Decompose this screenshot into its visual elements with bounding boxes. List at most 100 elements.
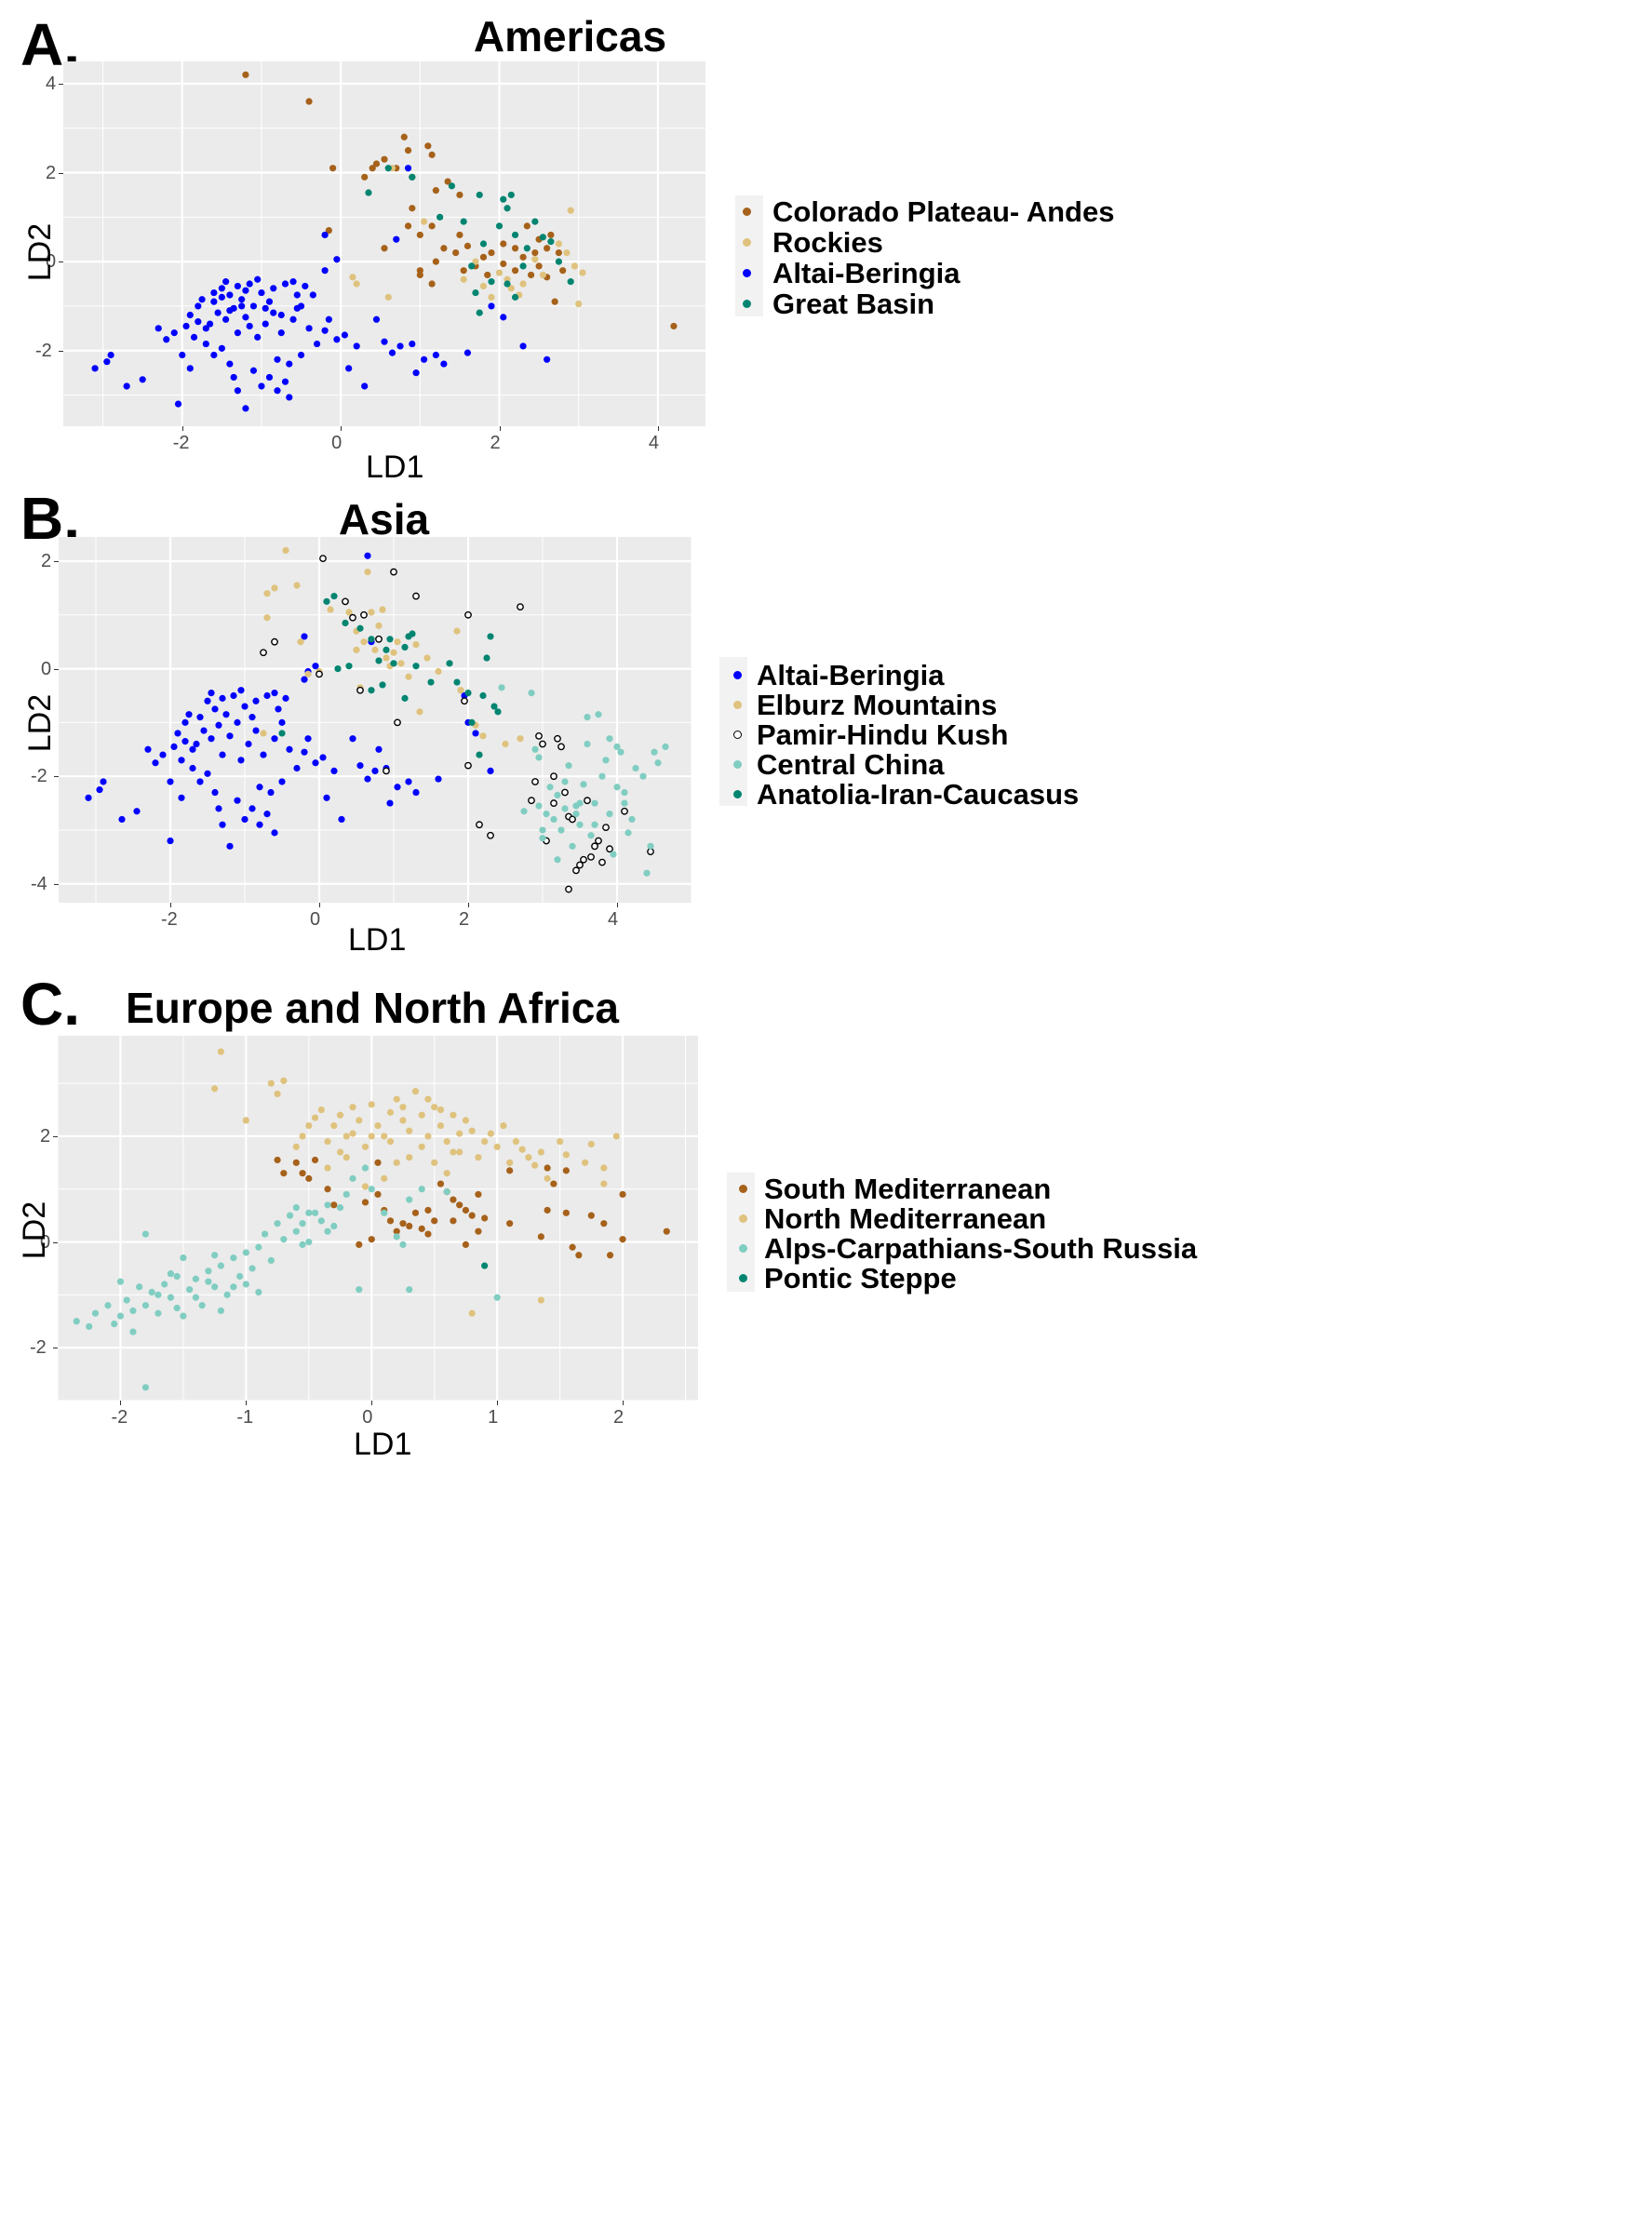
data-point (571, 262, 579, 270)
data-point (193, 740, 200, 748)
data-point (401, 643, 409, 651)
x-tick-mark (497, 1401, 499, 1405)
data-point (550, 799, 557, 807)
data-point (267, 1256, 275, 1265)
data-point (500, 314, 507, 321)
data-point (472, 258, 479, 265)
legend-label: Altai-Beringia (772, 257, 960, 289)
data-point (141, 1302, 150, 1309)
x-tick-label: 2 (459, 909, 470, 930)
data-point (154, 1291, 162, 1298)
data-point (375, 622, 383, 629)
data-point (289, 315, 297, 323)
data-point (325, 315, 332, 323)
data-point (242, 1249, 249, 1256)
legend-item: Colorado Plateau- Andes (743, 197, 1114, 226)
legend-item: Altai-Beringia (733, 661, 945, 690)
data-point (456, 1130, 463, 1137)
data-point (639, 772, 647, 780)
data-point (600, 1220, 608, 1227)
data-point (333, 256, 341, 263)
data-point (386, 1217, 395, 1225)
data-point (381, 1174, 388, 1182)
y-axis-title: LD2 (22, 693, 59, 753)
legend-key (733, 760, 742, 769)
data-point (517, 603, 524, 611)
data-point (418, 1225, 425, 1232)
data-point (299, 1133, 306, 1140)
data-point (537, 1233, 544, 1241)
data-point (576, 861, 584, 869)
data-point (263, 614, 271, 622)
data-point (274, 1156, 281, 1164)
data-point (317, 1217, 325, 1225)
data-point (418, 1186, 425, 1193)
x-tick-label: 0 (331, 433, 342, 453)
data-point (424, 1133, 432, 1140)
data-point (372, 315, 381, 323)
data-point (440, 245, 448, 252)
legend-label: Altai-Beringia (757, 659, 945, 691)
x-tick-mark (341, 426, 342, 431)
data-point (381, 245, 388, 252)
legend-label: Colorado Plateau- Andes (772, 195, 1115, 228)
data-point (305, 1209, 313, 1216)
data-point (379, 606, 386, 613)
data-point (263, 590, 271, 597)
legend-key (739, 1244, 747, 1253)
data-point (488, 278, 495, 286)
data-point (472, 288, 479, 297)
data-point (349, 1130, 356, 1137)
x-tick-mark (657, 426, 659, 431)
data-point (342, 619, 349, 627)
data-point (267, 1080, 275, 1087)
data-point (591, 799, 598, 807)
data-point (200, 727, 208, 734)
data-point (301, 676, 308, 683)
y-tick-label: 0 (46, 251, 57, 273)
data-point (464, 761, 472, 770)
data-point (462, 1241, 470, 1249)
legend-item: Anatolia-Iran-Caucasus (733, 780, 1079, 809)
data-point (338, 815, 345, 824)
data-point (670, 322, 678, 330)
data-point (567, 207, 574, 214)
data-point (237, 687, 245, 694)
data-point (305, 1238, 313, 1246)
data-point (476, 309, 483, 316)
data-point (319, 555, 327, 563)
data-point (550, 1180, 557, 1187)
data-point (211, 1283, 219, 1291)
legend-key (743, 238, 751, 247)
data-point (390, 649, 397, 656)
data-point (379, 681, 386, 689)
chart-title: Americas (473, 12, 667, 60)
data-point (559, 267, 567, 275)
data-point (562, 1151, 570, 1159)
data-point (242, 1281, 249, 1288)
data-point (86, 1322, 93, 1331)
data-point (412, 788, 420, 797)
data-point (242, 287, 249, 294)
data-point (167, 778, 174, 785)
data-point (404, 165, 412, 172)
plot-area (59, 537, 692, 903)
data-point (293, 304, 301, 312)
data-point (428, 222, 436, 230)
legend-label: Pamir-Hindu Kush (757, 718, 1009, 751)
data-point (323, 597, 330, 605)
data-point (557, 1138, 564, 1146)
data-point (349, 274, 356, 281)
data-point (404, 222, 412, 230)
data-point (234, 282, 242, 290)
data-point (313, 340, 321, 348)
data-point (472, 730, 479, 737)
data-point (179, 351, 186, 359)
data-point (431, 1104, 438, 1111)
data-point (386, 1138, 395, 1146)
data-point (368, 1186, 375, 1193)
y-tick-label: 4 (46, 73, 57, 94)
data-point (386, 799, 394, 807)
data-point (567, 278, 574, 286)
data-point (330, 1121, 338, 1130)
